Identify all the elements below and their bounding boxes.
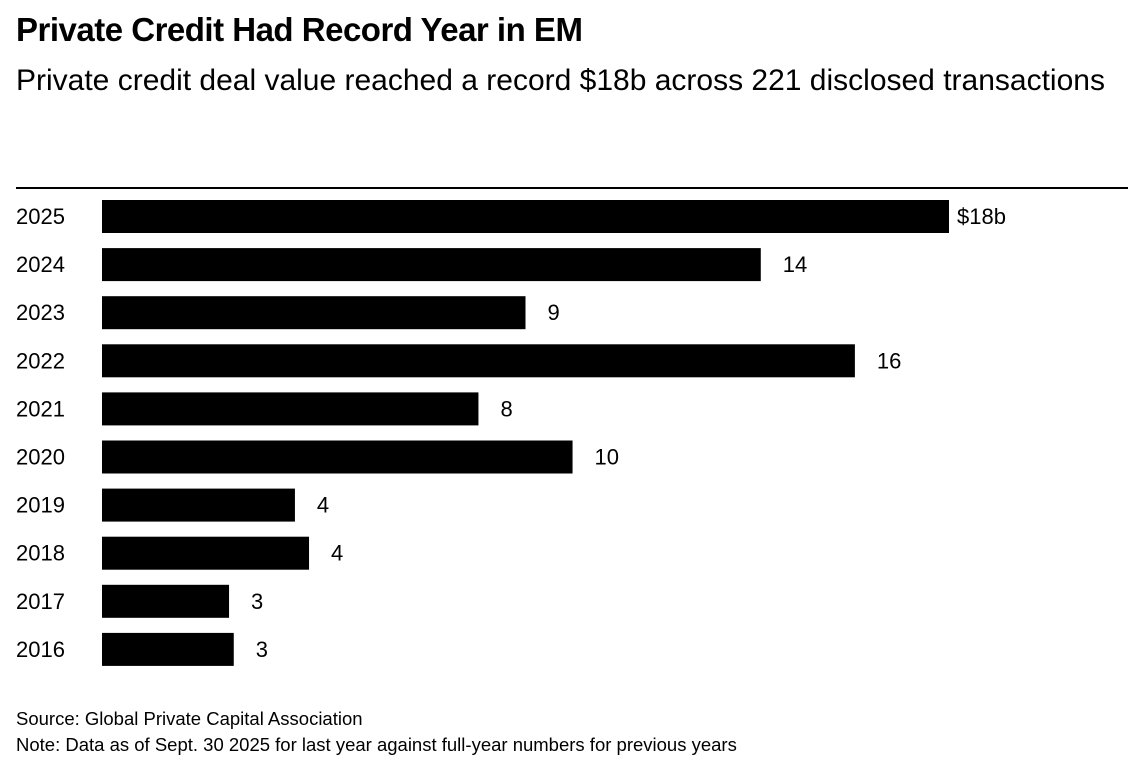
category-label-2018: 2018 <box>16 541 65 566</box>
value-label-2024: 14 <box>783 252 807 277</box>
category-label-2016: 2016 <box>16 637 65 662</box>
bar-2023 <box>102 296 526 330</box>
bar-2022 <box>102 344 855 378</box>
value-label-2018: 4 <box>331 541 343 566</box>
category-label-2020: 2020 <box>16 445 65 470</box>
value-label-2023: 9 <box>548 300 560 325</box>
top-rule <box>16 187 1128 189</box>
chart-subtitle: Private credit deal value reached a reco… <box>16 64 1105 97</box>
bar-2016 <box>102 632 234 666</box>
value-label-2025: $18b <box>957 204 1006 229</box>
chart-title: Private Credit Had Record Year in EM <box>16 11 583 48</box>
category-label-2025: 2025 <box>16 204 65 229</box>
category-label-2019: 2019 <box>16 493 65 518</box>
value-label-2016: 3 <box>256 637 268 662</box>
category-label-2017: 2017 <box>16 589 65 614</box>
bar-chart: 2025 $18b 2024 14 2023 9 2022 16 2021 8 2020 10 2019… <box>16 200 1006 666</box>
category-label-2024: 2024 <box>16 252 65 277</box>
footnote: Note: Data as of Sept. 30 2025 for last … <box>16 734 737 755</box>
bar-2019 <box>102 488 295 522</box>
bar-2020 <box>102 440 573 474</box>
bar-2018 <box>102 536 310 570</box>
bar-2025 <box>102 200 949 233</box>
category-label-2022: 2022 <box>16 348 65 373</box>
category-label-2021: 2021 <box>16 396 65 421</box>
value-label-2022: 16 <box>877 348 901 373</box>
value-label-2019: 4 <box>317 493 329 518</box>
bar-2021 <box>102 392 479 426</box>
category-label-2023: 2023 <box>16 300 65 325</box>
value-label-2021: 8 <box>500 396 512 421</box>
value-label-2020: 10 <box>595 445 619 470</box>
source-note: Source: Global Private Capital Associati… <box>16 708 363 729</box>
bar-2017 <box>102 584 230 618</box>
value-label-2017: 3 <box>251 589 263 614</box>
bar-2024 <box>102 248 761 282</box>
